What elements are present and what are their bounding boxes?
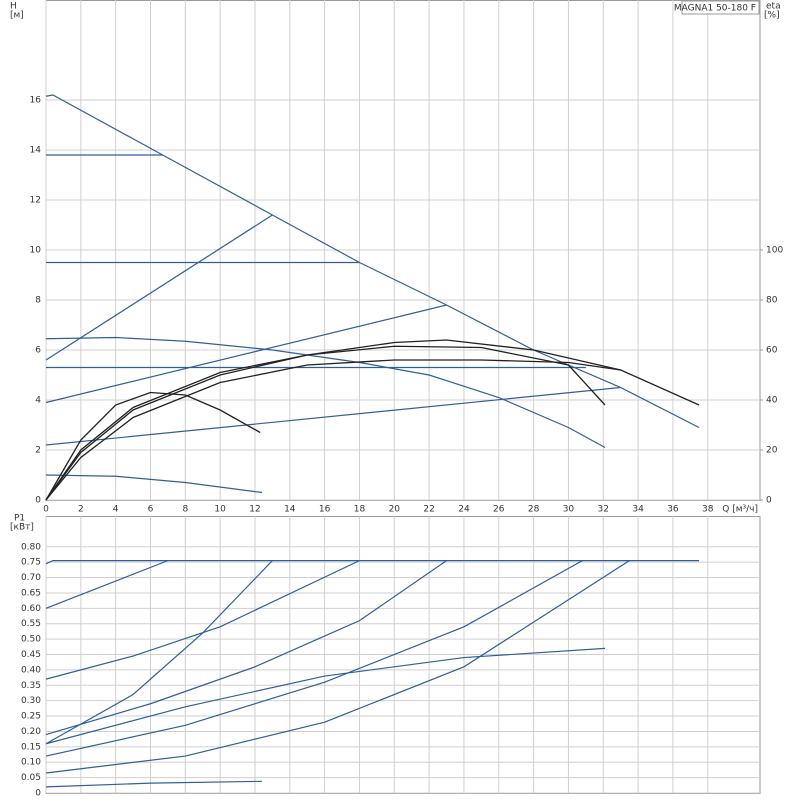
x-tick-label: 28 bbox=[528, 505, 540, 515]
y2-tick-label: 0 bbox=[766, 496, 772, 506]
x-tick-label: 26 bbox=[493, 505, 505, 515]
y-tick-label: 0.15 bbox=[21, 742, 41, 752]
x-tick-label: 34 bbox=[632, 505, 644, 515]
x-tick-label: 16 bbox=[319, 505, 331, 515]
x-tick-label: 10 bbox=[214, 505, 226, 515]
curve bbox=[45, 345, 606, 501]
y-tick-label: 0.70 bbox=[21, 573, 41, 583]
y-tick-label: 0.30 bbox=[21, 696, 41, 706]
y-tick-label: 0.60 bbox=[21, 604, 41, 614]
y2-tick-label: 80 bbox=[766, 296, 778, 306]
curve bbox=[45, 339, 700, 501]
x-tick-label: 12 bbox=[249, 505, 260, 515]
y-unit: [кВт] bbox=[10, 523, 34, 533]
curve bbox=[45, 359, 621, 501]
y2-label: eta bbox=[766, 2, 781, 12]
y2-tick-label: 40 bbox=[766, 396, 778, 406]
curve bbox=[45, 560, 360, 680]
y-tick-label: 0.35 bbox=[21, 681, 41, 691]
x-tick-label: 22 bbox=[423, 505, 434, 515]
y-tick-label: 0.25 bbox=[21, 712, 41, 722]
curve bbox=[45, 780, 262, 788]
x-tick-label: 24 bbox=[458, 505, 470, 515]
x-tick-label: 18 bbox=[354, 505, 366, 515]
curve bbox=[45, 474, 263, 494]
y-tick-label: 14 bbox=[30, 146, 42, 156]
curve bbox=[45, 304, 447, 404]
y-tick-label: 0.80 bbox=[21, 542, 41, 552]
curve bbox=[45, 560, 273, 745]
y-tick-label: 4 bbox=[35, 396, 41, 406]
y-tick-label: 0.10 bbox=[21, 758, 41, 768]
y-tick-label: 0.55 bbox=[21, 619, 41, 629]
y-tick-label: 0.75 bbox=[21, 558, 41, 568]
y-tick-label: 6 bbox=[35, 346, 41, 356]
curve bbox=[45, 647, 606, 745]
curve bbox=[45, 560, 169, 609]
y-unit: [м] bbox=[10, 11, 24, 21]
model-label: MAGNA1 50-180 F bbox=[674, 4, 756, 14]
y2-tick-label: 20 bbox=[766, 446, 778, 456]
y-tick-label: 0.45 bbox=[21, 650, 41, 660]
curve bbox=[45, 560, 583, 757]
model-box bbox=[681, 0, 760, 15]
x-tick-label: 36 bbox=[667, 505, 679, 515]
x-tick-label: 14 bbox=[284, 505, 296, 515]
y-tick-label: 0.20 bbox=[21, 727, 41, 737]
x-tick-label: 20 bbox=[389, 505, 401, 515]
x-tick-label: 38 bbox=[702, 505, 714, 515]
y-tick-label: 2 bbox=[35, 446, 41, 456]
x-tick-label: 30 bbox=[563, 505, 575, 515]
y-tick-label: 12 bbox=[30, 196, 41, 206]
y2-tick-label: 100 bbox=[766, 246, 783, 256]
y-label: H bbox=[10, 2, 17, 12]
y-tick-label: 0.65 bbox=[21, 588, 41, 598]
y-tick-label: 0 bbox=[35, 496, 41, 506]
curve bbox=[45, 391, 261, 501]
y-tick-label: 8 bbox=[35, 296, 41, 306]
curve bbox=[45, 560, 447, 736]
y-tick-label: 0.05 bbox=[21, 773, 41, 783]
x-tick-label: 8 bbox=[182, 505, 188, 515]
y-tick-label: 16 bbox=[30, 96, 42, 106]
y-tick-label: 0 bbox=[35, 789, 41, 799]
curve bbox=[45, 94, 700, 429]
y-tick-label: 10 bbox=[30, 246, 42, 256]
x-tick-label: 6 bbox=[148, 505, 154, 515]
y2-tick-label: 60 bbox=[766, 346, 778, 356]
x-label-bg bbox=[728, 503, 759, 515]
curve bbox=[45, 386, 621, 446]
curve bbox=[45, 560, 630, 774]
y2-unit: [%] bbox=[764, 11, 780, 21]
x-tick-label: 0 bbox=[43, 505, 49, 515]
x-tick-label: 2 bbox=[78, 505, 84, 515]
curve bbox=[45, 560, 700, 565]
x-tick-label: 4 bbox=[113, 505, 119, 515]
curve bbox=[45, 336, 606, 449]
x-tick-label: 32 bbox=[598, 505, 609, 515]
y-tick-label: 0.40 bbox=[21, 665, 41, 675]
y-tick-label: 0.50 bbox=[21, 635, 41, 645]
y-label: P1 bbox=[14, 514, 25, 524]
x-label: Q [м³/ч] bbox=[722, 505, 758, 515]
curve bbox=[45, 214, 273, 361]
